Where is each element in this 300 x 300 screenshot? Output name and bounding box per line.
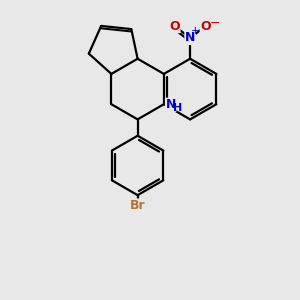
Text: O: O	[200, 20, 211, 33]
Text: Br: Br	[130, 199, 146, 212]
Text: H: H	[173, 103, 182, 113]
Text: O: O	[169, 20, 180, 33]
Text: N: N	[166, 98, 176, 111]
Text: −: −	[209, 17, 220, 30]
Text: N: N	[185, 32, 195, 44]
Text: +: +	[191, 26, 200, 36]
